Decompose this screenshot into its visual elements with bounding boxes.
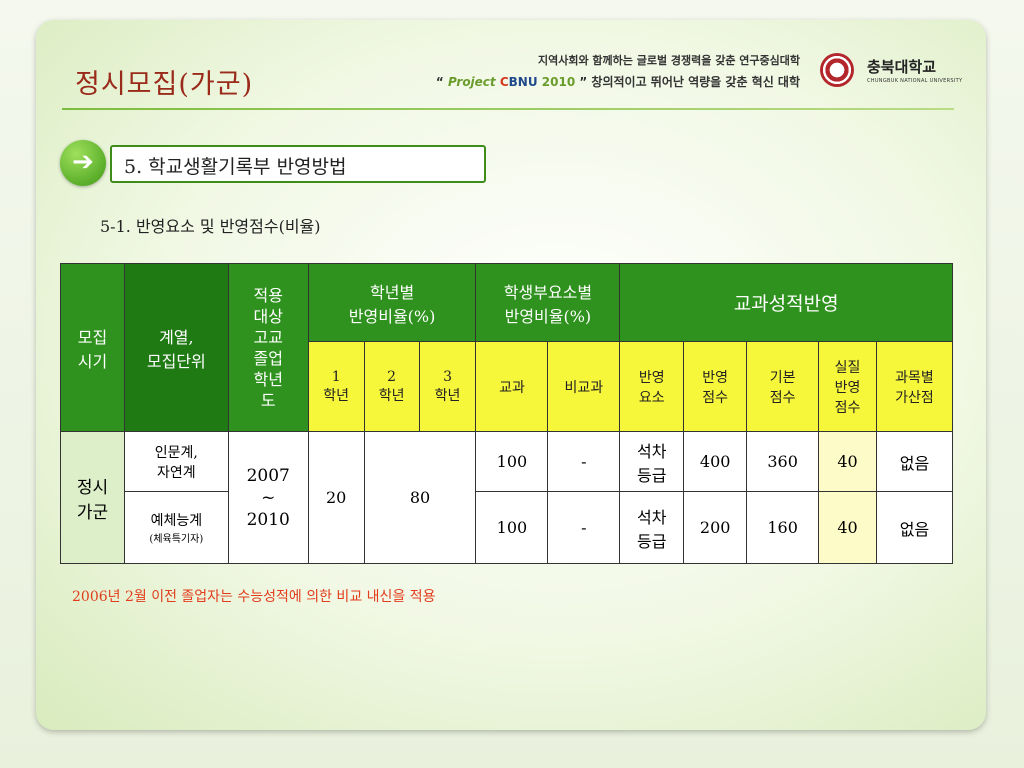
cell-score-row2: 200	[683, 491, 748, 564]
cell-bonus-row1: 없음	[876, 431, 953, 492]
cell-base-row2: 160	[746, 491, 820, 564]
subsection-title: 5-1. 반영요소 및 반영점수(비율)	[100, 217, 321, 236]
cell-course-row2: 100	[475, 491, 549, 564]
cell-field-row2: 예체능계 (체육특기자)	[123, 491, 229, 564]
reflection-table: 모집 시기 계열, 모집단위 적용 대상 고교 졸업 학년 도 학년별 반영비율…	[60, 263, 953, 564]
cell-actual-row2: 40	[818, 491, 877, 564]
cell-grade23: 80	[363, 431, 477, 564]
university-logo: 충북대학교 CHUNGBUK NATIONAL UNIVERSITY	[867, 56, 962, 84]
section-title: 5. 학교생활기록부 반영방법	[124, 156, 347, 178]
slogan-project: Project	[447, 75, 500, 89]
header-grade-ratio: 학년별 반영비율(%)	[307, 263, 477, 342]
slogan-line1: 지역사회와 함께하는 글로벌 경쟁력을 갖춘 연구중심대학	[537, 54, 800, 67]
header-divider	[62, 108, 954, 110]
subheader-grade2: 2 학년	[363, 341, 420, 432]
subheader-grade1: 1 학년	[307, 341, 365, 432]
arrow-right-icon: ➔	[60, 140, 106, 186]
university-emblem-icon	[820, 53, 854, 87]
cell-field-row1: 인문계, 자연계	[123, 431, 229, 492]
university-name-en: CHUNGBUK NATIONAL UNIVERSITY	[867, 78, 963, 84]
subheader-course: 교과	[475, 341, 549, 432]
university-name-kr: 충북대학교	[867, 58, 937, 76]
cell-bonus-row2: 없음	[876, 491, 953, 564]
subheader-factor: 반영 요소	[619, 341, 685, 432]
cell-target-years: 2007 ~ 2010	[227, 431, 309, 564]
subheader-base: 기본 점수	[746, 341, 820, 432]
subheader-score: 반영 점수	[683, 341, 748, 432]
slogan-bnu: BNU	[508, 75, 538, 89]
slogan-close-quote: ”	[575, 75, 588, 89]
cell-factor-row2: 석차 등급	[619, 491, 685, 564]
cell-period: 정시 가군	[60, 431, 125, 564]
cell-noncourse-row1: -	[547, 431, 621, 492]
header-field: 계열, 모집단위	[123, 263, 229, 432]
slogan-open-quote: “	[435, 75, 448, 89]
slogan-year: 2010	[537, 75, 576, 89]
page-title: 정시모집(가군)	[75, 69, 254, 100]
cell-score-row1: 400	[683, 431, 748, 492]
cell-noncourse-row2: -	[547, 491, 621, 564]
slogan: 지역사회와 함께하는 글로벌 경쟁력을 갖춘 연구중심대학 “ Project …	[436, 52, 800, 90]
subheader-actual: 실질 반영 점수	[818, 341, 877, 432]
cell-base-row1: 360	[746, 431, 820, 492]
cell-actual-row1: 40	[818, 431, 877, 492]
slogan-rest: 창의적이고 뛰어난 역량을 갖춘 혁신 대학	[587, 75, 800, 89]
subheader-bonus: 과목별 가산점	[876, 341, 953, 432]
header-period: 모집 시기	[60, 263, 125, 432]
field-row2-main: 예체능계	[150, 513, 203, 529]
header-type-ratio: 학생부요소별 반영비율(%)	[475, 263, 621, 342]
subheader-grade3: 3 학년	[418, 341, 477, 432]
subheader-noncourse: 비교과	[547, 341, 621, 432]
section-title-box: 5. 학교생활기록부 반영방법	[110, 145, 486, 183]
cell-factor-row1: 석차 등급	[619, 431, 685, 492]
header-subject-reflect: 교과성적반영	[619, 263, 953, 342]
footnote: 2006년 2월 이전 졸업자는 수능성적에 의한 비교 내신을 적용	[72, 589, 436, 605]
field-row2-sub: (체육특기자)	[149, 534, 204, 545]
cell-grade1: 20	[307, 431, 365, 564]
slogan-c: C	[499, 75, 509, 89]
slogan-line2: “ Project CBNU 2010 ” 창의적이고 뛰어난 역량을 갖춘 혁…	[436, 73, 800, 90]
header-target-year: 적용 대상 고교 졸업 학년 도	[227, 263, 309, 432]
cell-course-row1: 100	[475, 431, 549, 492]
